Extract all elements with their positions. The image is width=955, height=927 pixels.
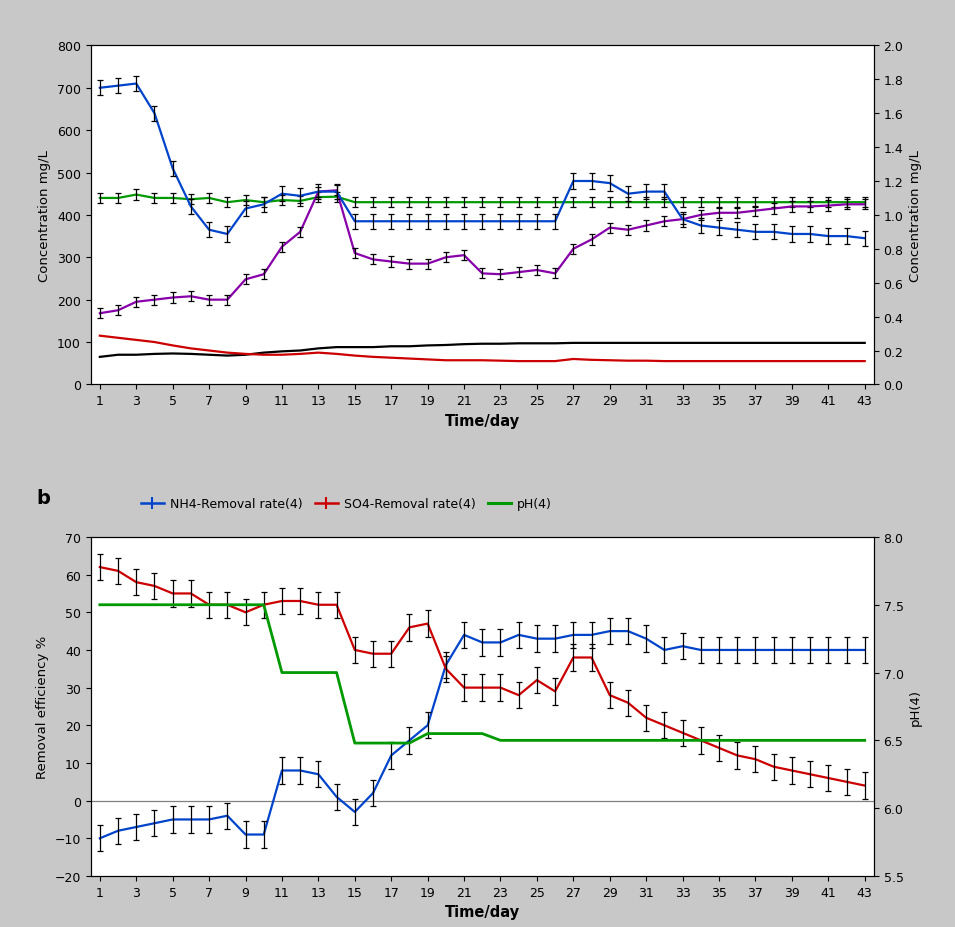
X-axis label: Time/day: Time/day (445, 904, 520, 920)
X-axis label: Time/day: Time/day (445, 413, 520, 428)
Y-axis label: Removal efficiency %: Removal efficiency % (36, 635, 49, 779)
Legend: NH4-Removal rate(4), SO4-Removal rate(4), pH(4): NH4-Removal rate(4), SO4-Removal rate(4)… (137, 493, 557, 515)
Text: b: b (36, 489, 50, 507)
Y-axis label: pH(4): pH(4) (909, 688, 923, 725)
Y-axis label: Concentration mg/L: Concentration mg/L (909, 150, 923, 282)
Y-axis label: Concentration mg/L: Concentration mg/L (38, 150, 52, 282)
